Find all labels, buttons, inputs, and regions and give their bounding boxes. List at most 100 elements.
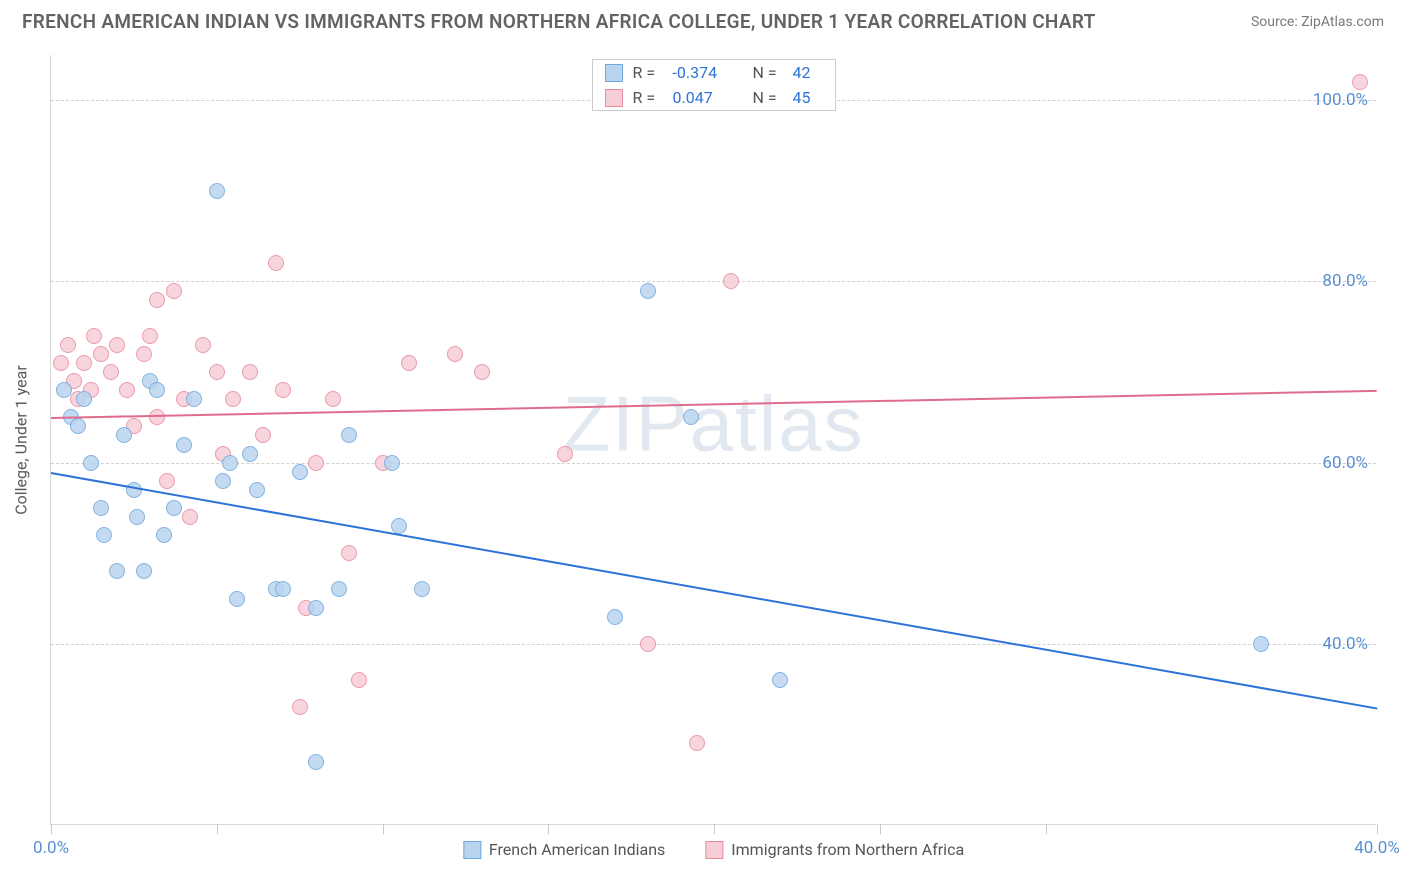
scatter-point <box>103 364 119 380</box>
legend-swatch <box>605 64 623 82</box>
scatter-point <box>1253 636 1269 652</box>
scatter-point <box>275 382 291 398</box>
x-tick <box>217 824 218 834</box>
scatter-point <box>76 355 92 371</box>
x-tick-label: 40.0% <box>1354 838 1400 858</box>
scatter-point <box>76 391 92 407</box>
scatter-point <box>391 518 407 534</box>
scatter-point <box>325 391 341 407</box>
scatter-point <box>308 455 324 471</box>
scatter-point <box>222 455 238 471</box>
scatter-point <box>401 355 417 371</box>
scatter-point <box>60 337 76 353</box>
scatter-point <box>351 672 367 688</box>
legend-bottom: French American Indians Immigrants from N… <box>463 840 964 859</box>
scatter-point <box>56 382 72 398</box>
scatter-point <box>119 382 135 398</box>
scatter-point <box>70 418 86 434</box>
scatter-point <box>607 609 623 625</box>
scatter-point <box>182 509 198 525</box>
scatter-point <box>640 283 656 299</box>
scatter-point <box>308 600 324 616</box>
x-tick <box>880 824 881 834</box>
watermark: ZIPatlas <box>562 379 864 470</box>
scatter-point <box>249 482 265 498</box>
stat-r-label: R = <box>633 88 663 107</box>
y-tick-label: 60.0% <box>1322 453 1368 473</box>
scatter-point <box>166 500 182 516</box>
scatter-point <box>93 346 109 362</box>
scatter-point <box>341 545 357 561</box>
x-tick <box>714 824 715 834</box>
scatter-point <box>142 328 158 344</box>
stats-legend-box: R =-0.374N =42R =0.047N =45 <box>592 59 836 111</box>
scatter-point <box>109 337 125 353</box>
legend-swatch <box>705 841 723 859</box>
scatter-point <box>292 464 308 480</box>
trend-line <box>51 390 1377 419</box>
gridline <box>51 463 1376 464</box>
scatter-point <box>225 391 241 407</box>
scatter-point <box>149 292 165 308</box>
y-tick-label: 40.0% <box>1322 634 1368 654</box>
scatter-point <box>384 455 400 471</box>
y-tick-label: 100.0% <box>1313 90 1368 110</box>
scatter-point <box>242 446 258 462</box>
scatter-point <box>275 581 291 597</box>
scatter-point <box>86 328 102 344</box>
scatter-point <box>268 255 284 271</box>
scatter-point <box>1352 74 1368 90</box>
x-tick-label: 0.0% <box>33 838 69 858</box>
scatter-point <box>557 446 573 462</box>
scatter-point <box>209 183 225 199</box>
scatter-point <box>53 355 69 371</box>
x-tick <box>548 824 549 834</box>
scatter-point <box>156 527 172 543</box>
scatter-point <box>689 735 705 751</box>
scatter-point <box>93 500 109 516</box>
scatter-point <box>640 636 656 652</box>
scatter-point <box>176 437 192 453</box>
scatter-point <box>414 581 430 597</box>
scatter-point <box>195 337 211 353</box>
trend-line <box>51 472 1377 709</box>
gridline <box>51 281 1376 282</box>
stats-row: R = 0.047 N = 45 <box>593 85 835 110</box>
scatter-point <box>83 455 99 471</box>
legend-label: French American Indians <box>489 840 665 859</box>
x-tick <box>51 824 52 834</box>
stat-r-value: 0.047 <box>673 88 743 107</box>
scatter-point <box>215 473 231 489</box>
legend-swatch <box>463 841 481 859</box>
scatter-point <box>116 427 132 443</box>
scatter-point <box>308 754 324 770</box>
scatter-point <box>136 346 152 362</box>
scatter-point <box>341 427 357 443</box>
scatter-point <box>229 591 245 607</box>
scatter-point <box>683 409 699 425</box>
scatter-point <box>136 563 152 579</box>
stat-r-label: R = <box>633 63 663 82</box>
scatter-point <box>331 581 347 597</box>
stat-r-value: -0.374 <box>673 63 743 82</box>
stat-n-label: N = <box>753 88 783 107</box>
legend-item: Immigrants from Northern Africa <box>705 840 964 859</box>
scatter-point <box>292 699 308 715</box>
legend-swatch <box>605 89 623 107</box>
scatter-point <box>447 346 463 362</box>
y-axis-title: College, Under 1 year <box>12 365 31 515</box>
chart-plot-area: College, Under 1 year ZIPatlas R =-0.374… <box>50 55 1376 825</box>
stat-n-value: 45 <box>793 88 823 107</box>
scatter-point <box>149 382 165 398</box>
scatter-point <box>474 364 490 380</box>
scatter-point <box>242 364 258 380</box>
scatter-point <box>255 427 271 443</box>
scatter-point <box>159 473 175 489</box>
x-tick <box>383 824 384 834</box>
scatter-point <box>166 283 182 299</box>
scatter-point <box>96 527 112 543</box>
scatter-point <box>209 364 225 380</box>
y-tick-label: 80.0% <box>1322 271 1368 291</box>
gridline <box>51 644 1376 645</box>
scatter-point <box>723 273 739 289</box>
